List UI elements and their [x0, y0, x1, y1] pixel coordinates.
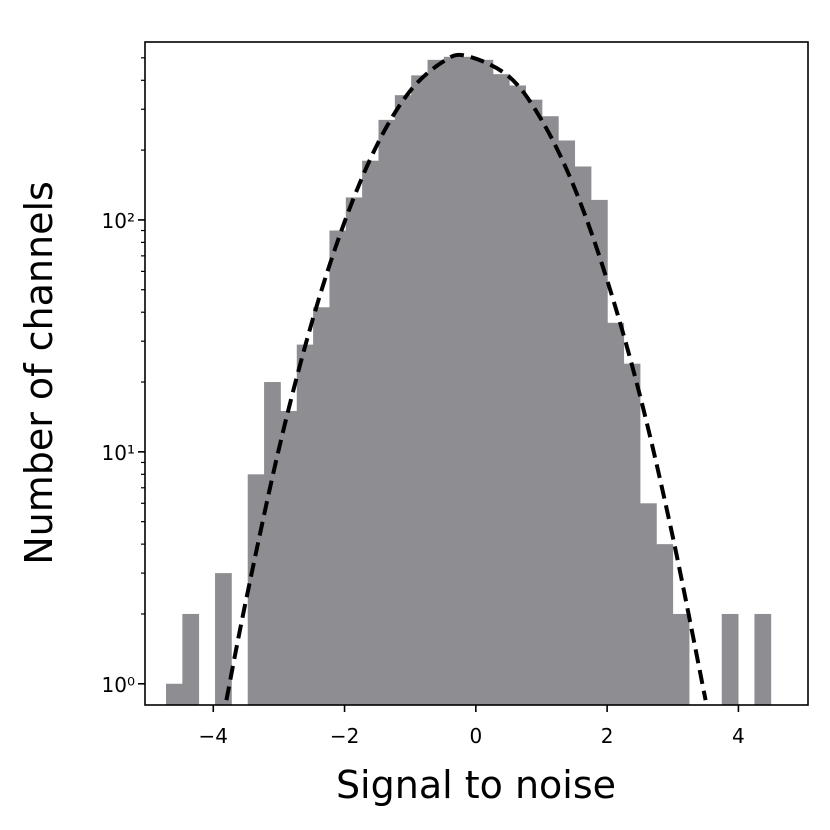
bar — [754, 613, 772, 705]
bar — [443, 56, 461, 706]
bar — [476, 59, 494, 705]
bar — [672, 613, 690, 705]
x-tick-label: 2 — [601, 724, 614, 748]
bar — [264, 382, 281, 705]
bar — [182, 613, 200, 705]
bar — [394, 95, 412, 706]
x-tick-label: 4 — [732, 724, 745, 748]
x-tick-label: −2 — [330, 724, 359, 748]
y-axis-label: Number of channels — [17, 181, 61, 565]
bar — [313, 307, 330, 705]
bar — [427, 59, 445, 705]
y-tick-label: 10⁰ — [102, 673, 135, 697]
bar — [656, 544, 674, 705]
bar — [280, 411, 298, 705]
bar — [166, 683, 183, 705]
bar — [509, 85, 527, 706]
bar — [623, 363, 641, 705]
x-tick-label: 0 — [469, 724, 482, 748]
y-tick-label: 10² — [102, 209, 135, 233]
bar — [721, 613, 739, 705]
fit-curve — [224, 52, 708, 701]
bar — [541, 116, 559, 705]
bar — [590, 199, 608, 705]
x-axis-label: Signal to noise — [336, 763, 616, 807]
bar — [215, 573, 232, 705]
bar — [378, 119, 396, 705]
bar — [607, 322, 625, 705]
bar — [558, 140, 576, 705]
bar — [460, 56, 477, 706]
bar — [574, 166, 592, 706]
y-tick-label: 10¹ — [102, 441, 135, 465]
bar — [525, 99, 543, 706]
bar — [640, 503, 657, 705]
bar — [296, 344, 314, 705]
bar — [411, 75, 428, 705]
bar — [362, 160, 379, 705]
x-tick-label: −4 — [199, 724, 228, 748]
bar — [492, 74, 510, 705]
bar — [345, 197, 363, 705]
bar — [329, 230, 347, 706]
